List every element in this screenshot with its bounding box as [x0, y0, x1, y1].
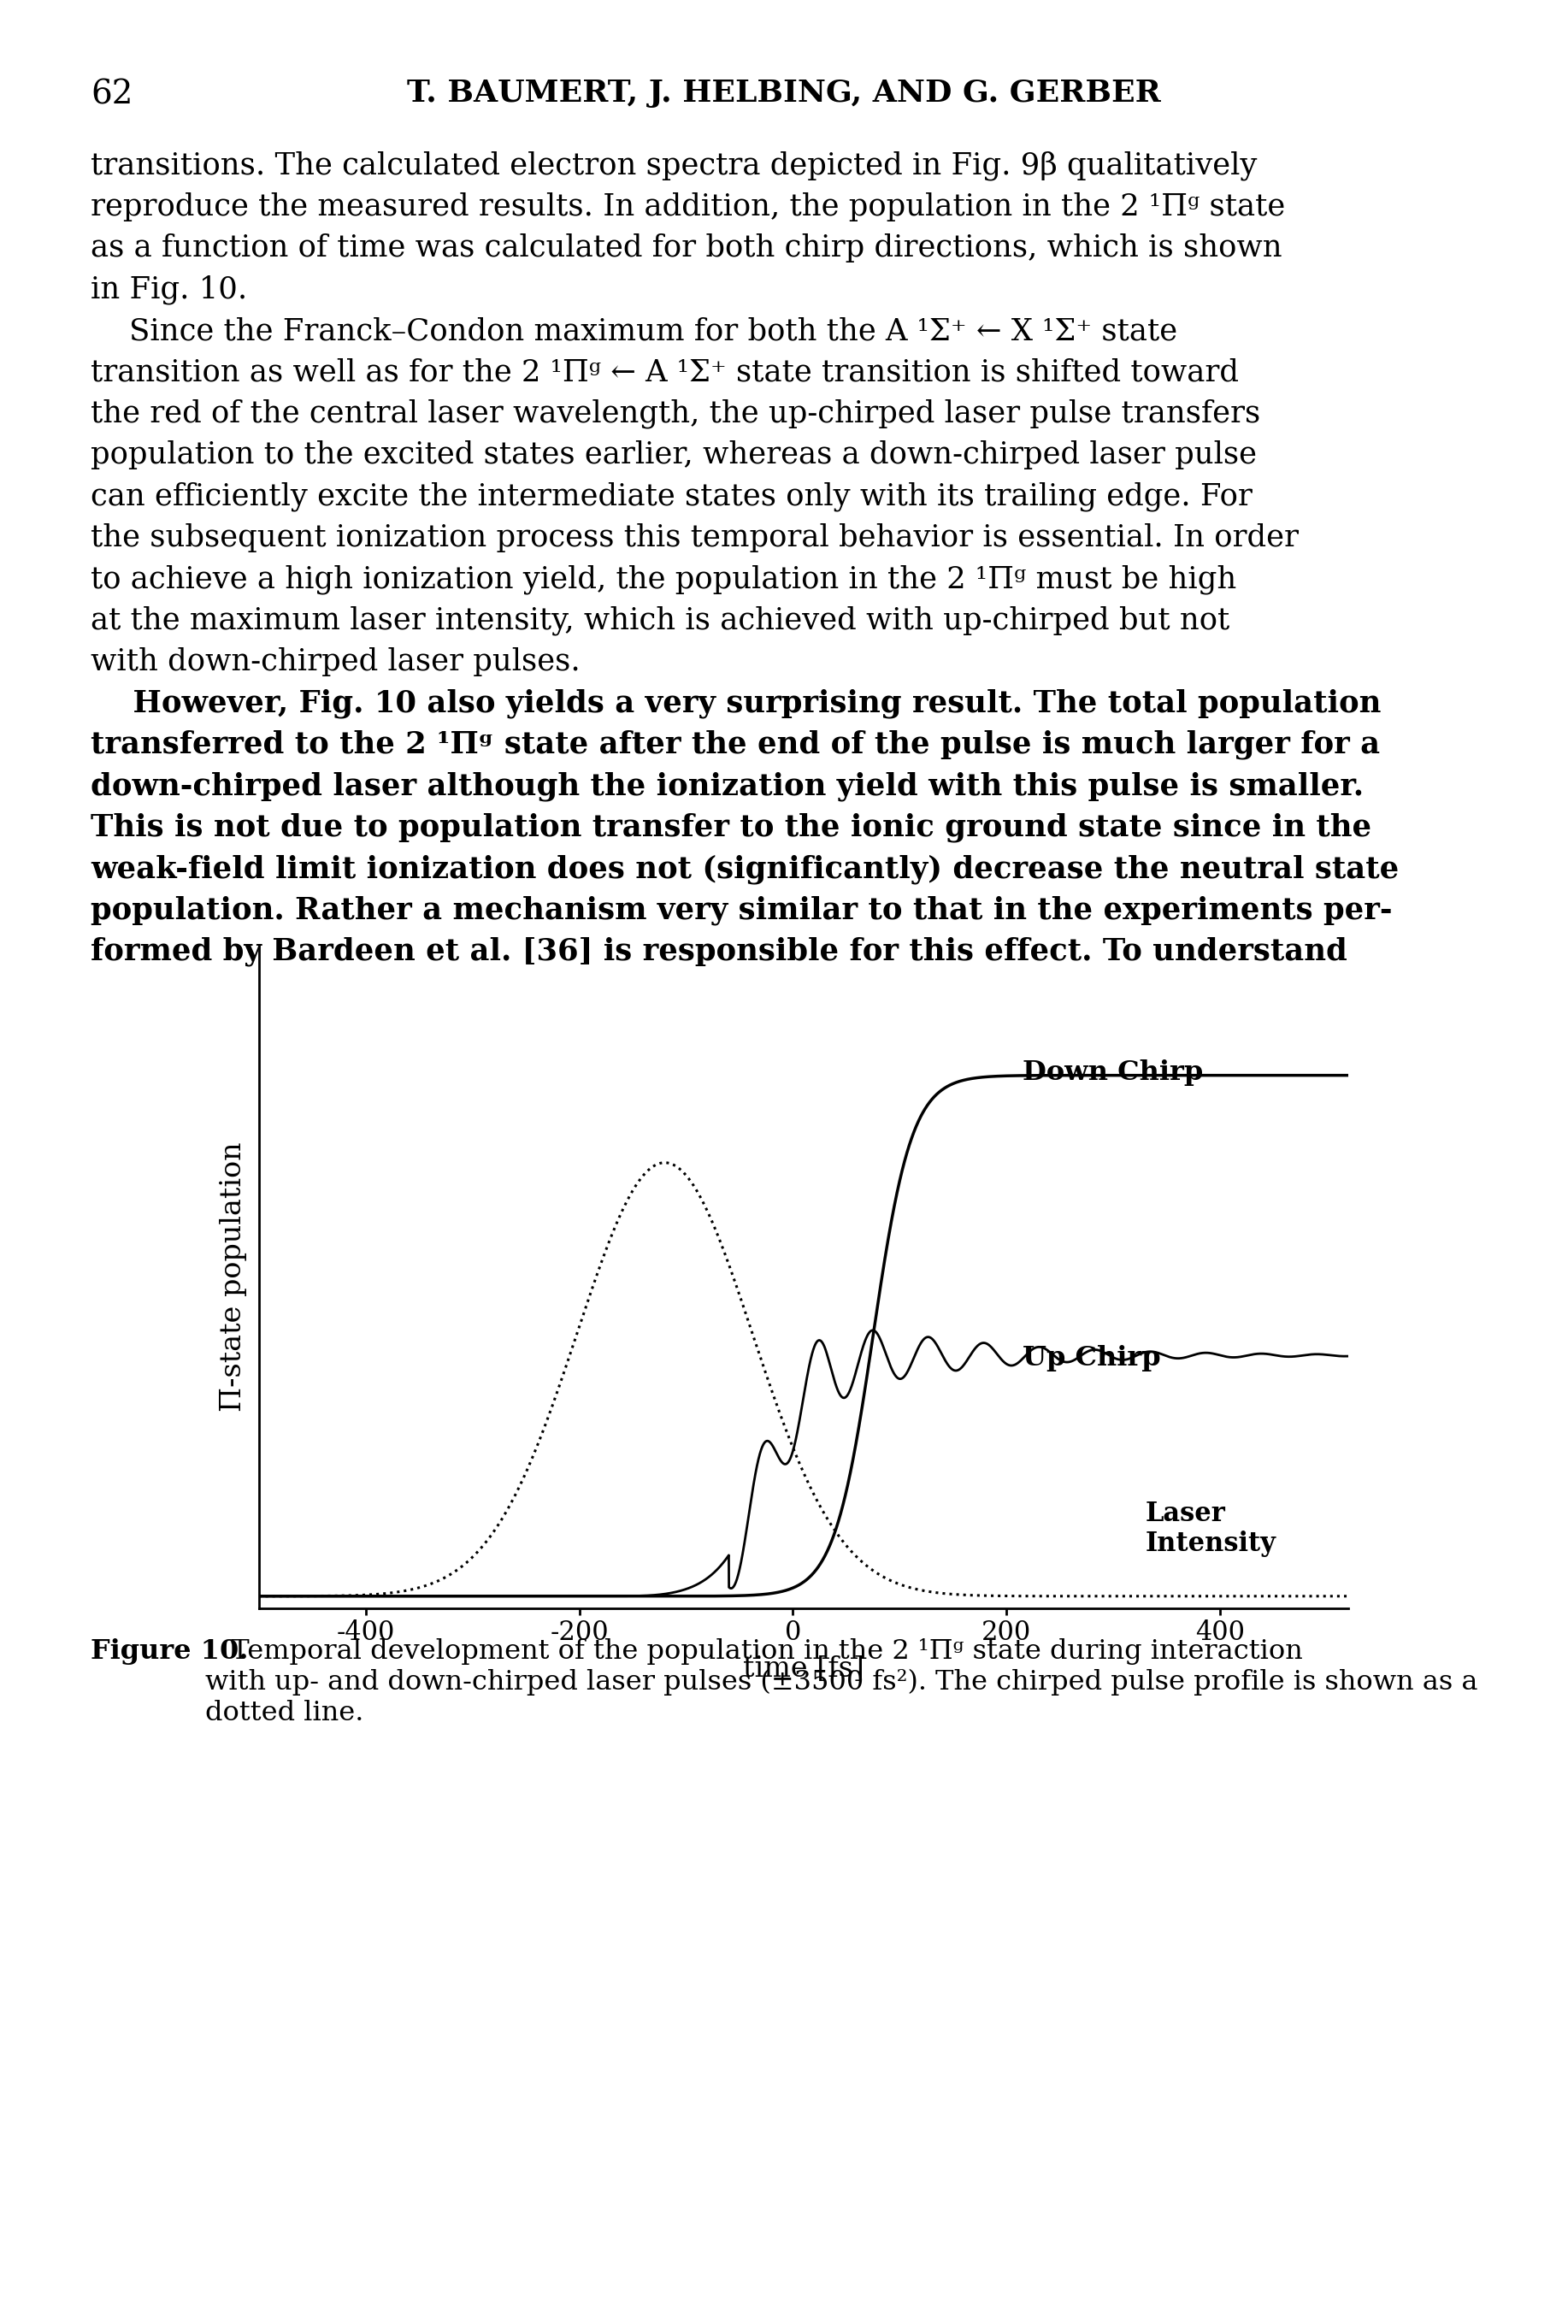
Text: Laser: Laser [1146, 1501, 1226, 1527]
Text: T. BAUMERT, J. HELBING, AND G. GERBER: T. BAUMERT, J. HELBING, AND G. GERBER [408, 79, 1160, 109]
Text: the subsequent ionization process this temporal behavior is essential. In order: the subsequent ionization process this t… [91, 523, 1298, 553]
Text: Since the Franck–Condon maximum for both the A ¹Σ⁺ ← X ¹Σ⁺ state: Since the Franck–Condon maximum for both… [91, 316, 1178, 346]
Text: formed by Bardeen et al. [36] is responsible for this effect. To understand: formed by Bardeen et al. [36] is respons… [91, 937, 1347, 967]
Text: down-chirped laser although the ionization yield with this pulse is smaller.: down-chirped laser although the ionizati… [91, 772, 1364, 802]
Text: reproduce the measured results. In addition, the population in the 2 ¹Πᵍ state: reproduce the measured results. In addit… [91, 193, 1286, 221]
Text: transitions. The calculated electron spectra depicted in Fig. 9β qualitatively: transitions. The calculated electron spe… [91, 151, 1258, 181]
Text: Down Chirp: Down Chirp [1022, 1060, 1203, 1085]
Text: population. Rather a mechanism very similar to that in the experiments per-: population. Rather a mechanism very simi… [91, 895, 1392, 925]
Text: with down-chirped laser pulses.: with down-chirped laser pulses. [91, 648, 580, 676]
Text: However, Fig. 10 also yields a very surprising result. The total population: However, Fig. 10 also yields a very surp… [91, 688, 1381, 718]
Text: transition as well as for the 2 ¹Πᵍ ← A ¹Σ⁺ state transition is shifted toward: transition as well as for the 2 ¹Πᵍ ← A … [91, 358, 1239, 388]
Text: to achieve a high ionization yield, the population in the 2 ¹Πᵍ must be high: to achieve a high ionization yield, the … [91, 565, 1237, 595]
Text: Up Chirp: Up Chirp [1022, 1346, 1160, 1371]
Text: This is not due to population transfer to the ionic ground state since in the: This is not due to population transfer t… [91, 813, 1372, 841]
Text: 62: 62 [91, 79, 133, 112]
Text: the red of the central laser wavelength, the up-chirped laser pulse transfers: the red of the central laser wavelength,… [91, 400, 1261, 428]
Text: Temporal development of the population in the 2 ¹Πᵍ state during interaction
wit: Temporal development of the population i… [205, 1638, 1479, 1727]
Text: as a function of time was calculated for both chirp directions, which is shown: as a function of time was calculated for… [91, 235, 1283, 263]
Text: at the maximum laser intensity, which is achieved with up-chirped but not: at the maximum laser intensity, which is… [91, 607, 1229, 634]
Text: population to the excited states earlier, whereas a down-chirped laser pulse: population to the excited states earlier… [91, 442, 1258, 469]
Text: transferred to the 2 ¹Πᵍ state after the end of the pulse is much larger for a: transferred to the 2 ¹Πᵍ state after the… [91, 730, 1380, 760]
X-axis label: time [fs]: time [fs] [743, 1655, 864, 1683]
Text: in Fig. 10.: in Fig. 10. [91, 274, 248, 304]
Y-axis label: Π-state population: Π-state population [220, 1141, 246, 1413]
Text: Intensity: Intensity [1146, 1532, 1276, 1557]
Text: weak-field limit ionization does not (significantly) decrease the neutral state: weak-field limit ionization does not (si… [91, 855, 1399, 883]
Text: Figure 10.: Figure 10. [91, 1638, 249, 1664]
Text: can efficiently excite the intermediate states only with its trailing edge. For: can efficiently excite the intermediate … [91, 481, 1253, 511]
